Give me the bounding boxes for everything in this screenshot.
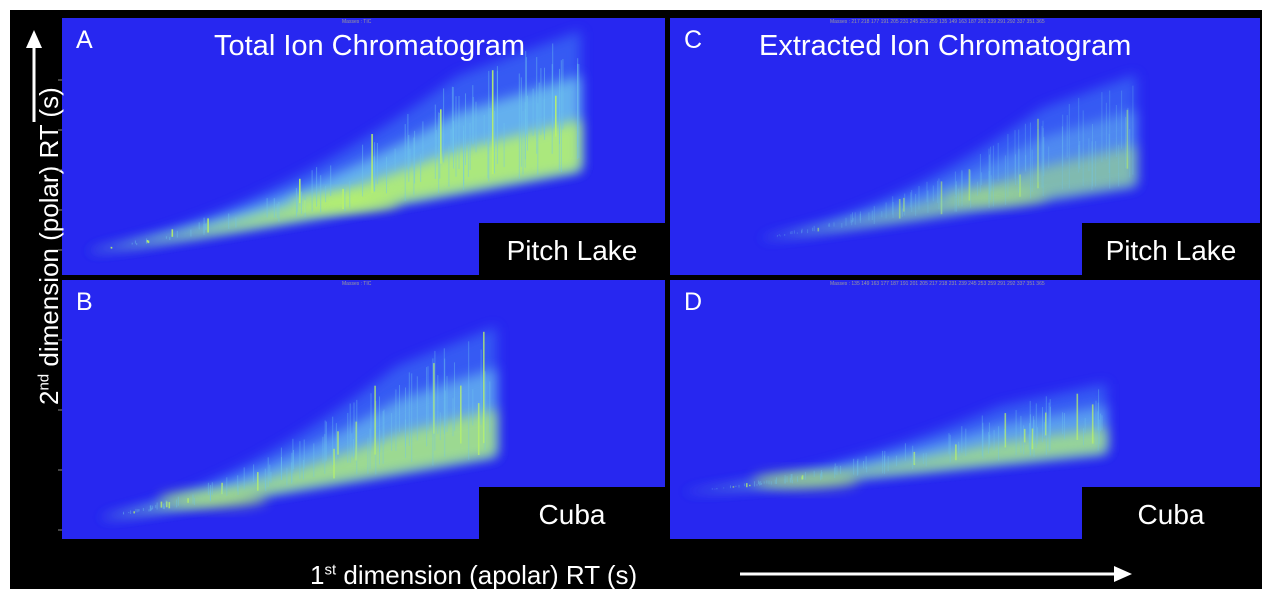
- panel-title-a: Total Ion Chromatogram: [214, 30, 526, 62]
- axis-ticks: [58, 79, 62, 531]
- ridge-core-b: [158, 489, 268, 509]
- sample-label-a: Pitch Lake: [479, 223, 665, 275]
- heatmap-c: [758, 74, 1137, 239]
- sample-label-b: Cuba: [479, 487, 665, 539]
- panel-title-c: Extracted Ion Chromatogram: [759, 30, 1132, 62]
- ridge-layer-b-1: [98, 367, 497, 519]
- panel-letter-a: A: [76, 26, 93, 54]
- panel-letter-d: D: [684, 288, 703, 316]
- masses-label-c: Masses : 217 218 177 191 205 231 245 253…: [830, 19, 1045, 25]
- panel-b: Masses : TIC B Cuba: [62, 280, 665, 539]
- masses-label-a: Masses : TIC: [342, 19, 372, 25]
- x-axis-label: 1st dimension (apolar) RT (s): [310, 560, 638, 589]
- ridge-layer-b-2: [98, 409, 497, 519]
- ridge-layer-a-1: [86, 75, 581, 252]
- x-axis-arrow: [740, 566, 1132, 582]
- axis-arrows: [26, 30, 1132, 582]
- panel-a: Masses : TIC A Total Ion Chromatogram Pi…: [62, 18, 665, 275]
- ridge-core-d: [752, 471, 859, 490]
- sample-label-c: Pitch Lake: [1082, 223, 1260, 275]
- panel-letter-c: C: [684, 26, 703, 54]
- ridge-layer-a-0: [86, 30, 581, 252]
- ridge-layer-d-2: [681, 427, 1107, 493]
- masses-label-b: Masses : TIC: [342, 281, 372, 287]
- panel-letter-b: B: [76, 288, 93, 316]
- ridge-layer-a-2: [86, 119, 581, 252]
- ridge-layer-c-1: [758, 110, 1137, 239]
- sample-label-d: Cuba: [1082, 487, 1260, 539]
- y-axis-arrow: [26, 30, 42, 122]
- ridge-layer-d-0: [681, 383, 1107, 493]
- ridge-core-c: [941, 188, 1048, 206]
- masses-label-d: Masses : 135 149 163 177 187 191 201 205…: [830, 281, 1045, 287]
- ridge-core-a: [291, 193, 400, 212]
- ridge-layer-c-2: [758, 145, 1137, 239]
- panel-d: Masses : 135 149 163 177 187 191 201 205…: [670, 280, 1260, 539]
- panel-c: Masses : 217 218 177 191 205 231 245 253…: [670, 18, 1260, 275]
- heatmap-b: [98, 326, 497, 519]
- ridge-layer-d-1: [681, 405, 1107, 493]
- heatmap-a: [86, 30, 581, 252]
- figure: Masses : TIC A Total Ion Chromatogram Pi…: [10, 10, 1262, 589]
- heatmap-d: [681, 383, 1107, 493]
